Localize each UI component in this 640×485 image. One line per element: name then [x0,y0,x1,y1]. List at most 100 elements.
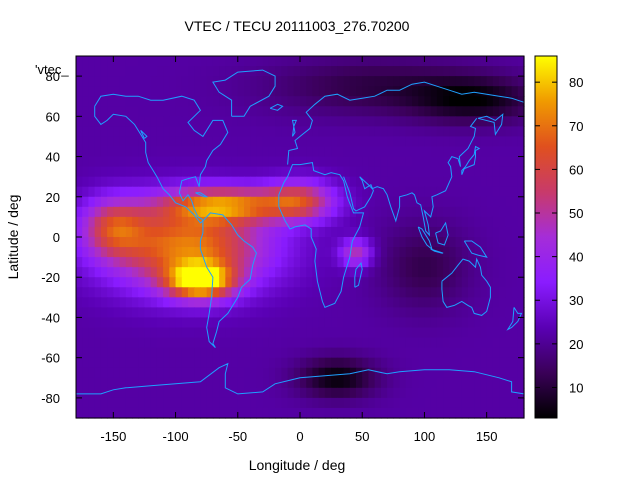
heatmap-cell [194,237,202,248]
heatmap-cell [380,257,388,268]
heatmap-cell [461,267,469,278]
heatmap-cell [212,357,220,369]
heatmap-cell [175,86,183,97]
heatmap-cell [412,327,419,339]
heatmap-cell [150,237,158,248]
heatmap-cell [287,76,295,87]
heatmap-cell [387,186,394,198]
heatmap-cell [436,357,444,369]
heatmap-cell [368,76,376,87]
heatmap-cell [387,196,394,208]
heatmap-cell [300,387,307,399]
heatmap-cell [188,76,195,87]
heatmap-cell [113,136,121,148]
heatmap-cell [449,196,457,208]
heatmap-cell [163,337,170,349]
heatmap-cell [436,297,444,308]
heatmap-cell [499,146,506,158]
heatmap-cell [225,387,233,399]
heatmap-cell [374,106,382,117]
heatmap-cell [436,206,444,218]
heatmap-cell [225,407,233,419]
heatmap-cell [293,76,301,87]
heatmap-cell [412,136,419,148]
heatmap-cell [169,96,177,107]
heatmap-cell [250,387,258,399]
heatmap-cell [256,307,264,319]
heatmap-cell [100,126,108,138]
heatmap-cell [349,226,357,238]
heatmap-cell [144,257,152,268]
heatmap-cell [163,126,170,138]
heatmap-cell [169,156,177,168]
heatmap-cell [486,186,494,198]
heatmap-cell [219,267,226,278]
heatmap-cell [374,136,382,148]
heatmap-cell [380,56,388,67]
heatmap-cell [399,76,407,87]
heatmap-cell [436,56,444,67]
heatmap-cell [132,237,139,248]
heatmap-cell [324,387,332,399]
heatmap-cell [200,397,208,409]
heatmap-cell [262,176,270,188]
heatmap-cell [212,277,220,288]
heatmap-cell [343,397,351,409]
heatmap-cell [312,387,320,399]
heatmap-cell [424,247,432,258]
heatmap-cell [517,357,525,369]
heatmap-cell [287,216,295,228]
heatmap-cell [306,166,314,178]
heatmap-cell [324,126,332,138]
heatmap-cell [132,226,139,238]
heatmap-cell [306,357,314,369]
heatmap-cell [399,367,407,379]
heatmap-cell [125,106,133,117]
heatmap-cell [455,407,463,419]
heatmap-cell [219,387,226,399]
heatmap-cell [424,186,432,198]
heatmap-cell [337,307,345,319]
heatmap-cell [150,267,158,278]
heatmap-cell [474,66,482,77]
heatmap-cell [150,126,158,138]
heatmap-cell [399,146,407,158]
heatmap-cell [468,367,475,379]
heatmap-cell [430,337,438,349]
heatmap-cell [430,357,438,369]
heatmap-cell [393,56,401,67]
heatmap-cell [499,267,506,278]
heatmap-cell [486,387,494,399]
heatmap-cell [430,66,438,77]
heatmap-cell [387,407,394,419]
heatmap-cell [443,307,450,319]
heatmap-cell [474,126,482,138]
heatmap-cell [306,247,314,258]
heatmap-cell [374,156,382,168]
heatmap-cell [206,96,214,107]
heatmap-cell [150,226,158,238]
heatmap-cell [374,277,382,288]
heatmap-cell [306,317,314,329]
heatmap-cell [212,56,220,67]
heatmap-cell [256,247,264,258]
heatmap-cell [281,146,289,158]
heatmap-cell [268,347,276,359]
heatmap-cell [474,257,482,268]
heatmap-cell [374,237,382,248]
heatmap-cell [349,317,357,329]
heatmap-cell [287,297,295,308]
heatmap-cell [461,186,469,198]
heatmap-cell [374,397,382,409]
heatmap-cell [188,66,195,77]
heatmap-cell [368,196,376,208]
heatmap-cell [132,387,139,399]
heatmap-cell [119,327,127,339]
heatmap-cell [194,116,202,127]
heatmap-cell [287,136,295,148]
heatmap-cell [306,367,314,379]
heatmap-cell [517,327,525,339]
heatmap-cell [206,226,214,238]
heatmap-cell [393,377,401,389]
